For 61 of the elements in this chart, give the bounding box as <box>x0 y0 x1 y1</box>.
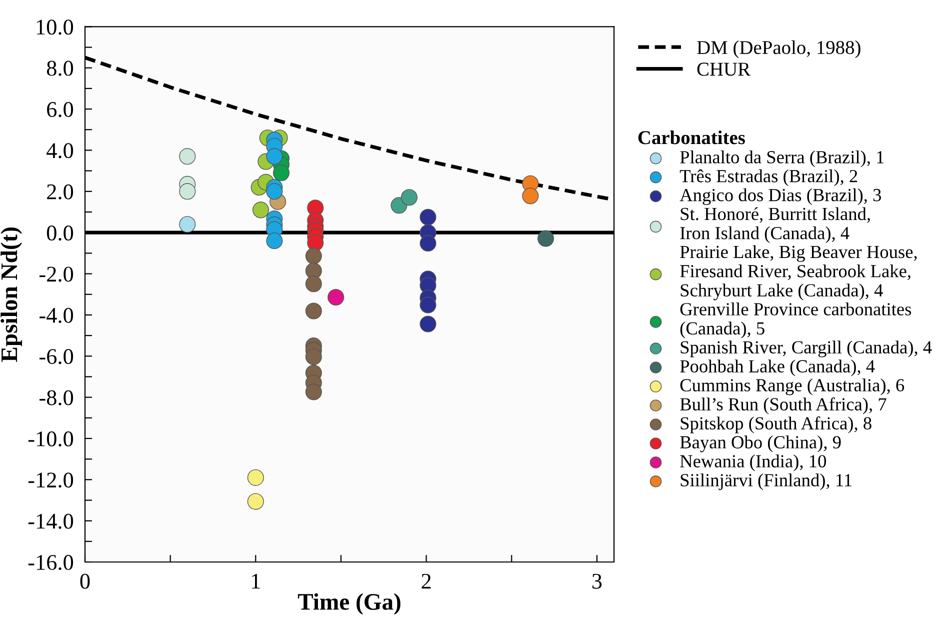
y-axis-title: Epsilon Nd(t) <box>0 227 22 362</box>
x-tick-label: 0 <box>80 574 90 589</box>
y-tick-label: -2.0 <box>40 266 74 282</box>
legend-title: Carbonatites <box>638 130 745 144</box>
x-tick-label: 1 <box>252 574 260 589</box>
legend-label: Três Estradas (Brazil), 2 <box>680 169 858 186</box>
point <box>305 384 322 400</box>
point <box>252 202 270 218</box>
legend-label: Siilinjärvi (Finland), 11 <box>680 473 852 490</box>
point <box>266 183 283 200</box>
legend-label: Newania (India), 10 <box>680 454 826 472</box>
y-tick-label: -14.0 <box>28 514 74 529</box>
point <box>266 148 283 165</box>
point <box>307 234 324 252</box>
point <box>328 288 344 306</box>
y-tick-label: -12.0 <box>28 472 74 488</box>
y-tick-label: 2.0 <box>47 184 74 200</box>
point <box>272 164 290 182</box>
legend-label: Bayan Obo (China), 9 <box>680 436 841 452</box>
y-tick-label: -4.0 <box>40 308 74 323</box>
point <box>420 208 436 226</box>
legend-label: Cummins Range (Australia), 6 <box>680 378 904 396</box>
y-tick-label: 8.0 <box>46 60 74 76</box>
legend-label: Grenville Province carbonatites (Canada), 5 <box>680 302 912 338</box>
legend-label: CHUR <box>697 62 751 76</box>
point <box>400 189 418 206</box>
point <box>179 183 196 200</box>
legend-label: Prairie Lake, Big Beaver House, Firesand River, Seabrook Lake, Schryburt Lake (Canada), 4 <box>680 245 917 300</box>
y-tick-label: -8.0 <box>40 390 74 406</box>
y-tick-label: 10.0 <box>36 20 74 35</box>
y-tick-label: 4.0 <box>46 143 74 158</box>
x-axis-title: Time (Ga) <box>298 593 400 615</box>
point <box>537 230 554 247</box>
point <box>266 232 283 250</box>
legend-label: Spanish River, Cargill (Canada), 4 <box>680 340 932 358</box>
point <box>420 296 436 314</box>
y-tick-label: 6.0 <box>47 102 74 118</box>
legend-label: Spitskop (South Africa), 8 <box>680 416 872 434</box>
y-tick-label: 0.0 <box>46 226 74 241</box>
point <box>305 348 322 365</box>
legend-label: St. Honoré, Burritt Island, Iron Island (Canada), 4 <box>680 207 870 244</box>
y-tick-label: -6.0 <box>40 349 74 364</box>
legend-label: Angico dos Dias (Brazil), 3 <box>680 188 881 206</box>
point <box>247 469 264 486</box>
point <box>522 188 539 204</box>
point <box>305 302 322 320</box>
legend-label: Bull’s Run (South Africa), 7 <box>680 397 886 414</box>
point <box>305 248 322 264</box>
legend-label: Poohbah Lake (Canada), 4 <box>680 360 875 376</box>
point <box>247 493 264 510</box>
point <box>305 276 322 292</box>
y-tick-label: -10.0 <box>28 431 74 446</box>
point <box>420 235 436 252</box>
point <box>179 216 196 233</box>
legend-label: Planalto da Serra (Brazil), 1 <box>680 150 884 168</box>
point <box>420 316 436 332</box>
x-tick-label: 3 <box>592 574 602 589</box>
x-tick-label: 2 <box>422 574 431 589</box>
legend-label: DM (DePaolo, 1988) <box>697 40 860 58</box>
y-tick-label: -16.0 <box>28 554 74 570</box>
point <box>179 148 196 165</box>
